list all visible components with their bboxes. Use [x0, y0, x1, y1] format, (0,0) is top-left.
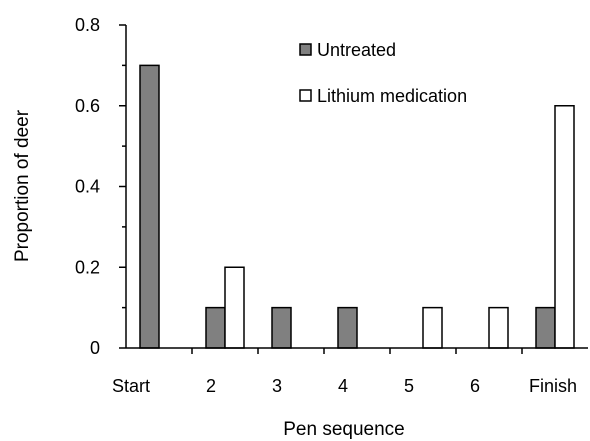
y-axis-title: Proportion of deer	[12, 109, 33, 262]
bar-lithium-5	[422, 306, 443, 349]
y-tick-label: 0.4	[75, 177, 100, 197]
legend-label: Untreated	[317, 40, 396, 60]
y-tick-label: 0.6	[75, 96, 100, 116]
x-tick-label: 5	[404, 376, 414, 396]
x-tick-label: Start	[112, 376, 150, 396]
x-tick-label: 3	[272, 376, 282, 396]
legend-label: Lithium medication	[317, 86, 467, 106]
bar-untreated-finish	[535, 306, 556, 349]
bar-untreated-start	[139, 64, 160, 349]
bar-untreated-4	[337, 306, 358, 349]
x-axis-title: Pen sequence	[283, 419, 405, 440]
y-tick-label: 0	[90, 338, 100, 358]
y-tick-label: 0.8	[75, 15, 100, 35]
x-tick-label: 2	[206, 376, 216, 396]
x-tick-label: 6	[470, 376, 480, 396]
bar-untreated-2	[205, 306, 226, 349]
x-tick-label: Finish	[529, 376, 577, 396]
y-tick-label: 0.2	[75, 257, 100, 277]
bar-marks	[139, 64, 575, 349]
legend-swatch	[299, 43, 312, 56]
bar-lithium-6	[488, 306, 509, 349]
bar-lithium-finish	[554, 105, 575, 349]
legend-swatch	[299, 89, 312, 102]
axes: 0 0.2 0.4 0.6 0.8 Start 2 3 4 5 6 Finish	[75, 15, 588, 396]
x-tick-label: 4	[338, 376, 348, 396]
legend: Untreated Lithium medication	[299, 40, 467, 106]
bar-lithium-2	[224, 266, 245, 349]
bar-untreated-3	[271, 306, 292, 349]
